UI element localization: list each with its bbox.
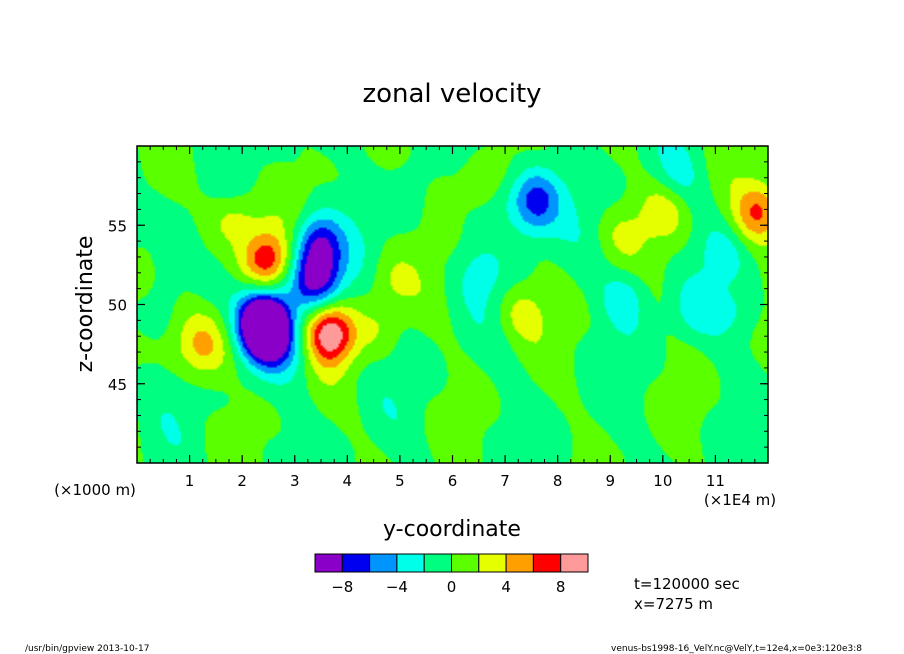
x-tick-label: 7 [500, 472, 510, 490]
plot-area [137, 146, 768, 463]
colorbar-swatch [396, 553, 425, 573]
y-tick-label: 50 [108, 297, 127, 315]
colorbar-swatch [423, 553, 453, 573]
colorbar-label: −4 [386, 578, 408, 596]
colorbar-swatch [341, 553, 371, 573]
x-axis-label: y-coordinate [383, 517, 521, 542]
colorbar-label: 4 [501, 578, 511, 596]
colorbar-label: 8 [556, 578, 566, 596]
colorbar-swatch [478, 553, 507, 573]
footer-left: /usr/bin/gpview 2013-10-17 [25, 644, 149, 654]
x-tick-label: 11 [706, 472, 725, 490]
footer-right: venus-bs1998-16_VelY.nc@VelY,t=12e4,x=0e… [611, 644, 862, 654]
x-tick-label: 5 [395, 472, 405, 490]
velocity-field [137, 146, 768, 463]
time-annotation: t=120000 sec [634, 575, 740, 593]
x-tick-label: 4 [343, 472, 353, 490]
x-tick-label: 1 [185, 472, 195, 490]
colorbar-swatch [532, 553, 562, 573]
colorbar-swatch [560, 553, 589, 573]
x-tick-label: 3 [290, 472, 300, 490]
x-tick-label: 9 [605, 472, 615, 490]
x-axis-multiplier: (×1E4 m) [704, 491, 776, 509]
colorbar-swatch [505, 553, 534, 573]
colorbar-label: 0 [447, 578, 457, 596]
colorbar-label: −8 [331, 578, 353, 596]
x-tick-label: 8 [553, 472, 563, 490]
colorbar: −8 −4 0 4 8 [314, 553, 589, 596]
y-axis-label: z-coordinate [73, 236, 98, 373]
position-annotation: x=7275 m [634, 595, 713, 613]
y-tick-label: 55 [108, 217, 127, 235]
y-axis-multiplier: (×1000 m) [54, 481, 136, 499]
chart-title: zonal velocity [362, 79, 541, 109]
colorbar-swatch [369, 553, 398, 573]
y-axis: 45 50 55 [108, 145, 768, 464]
x-tick-label: 2 [237, 472, 247, 490]
x-tick-label: 10 [653, 472, 672, 490]
x-tick-label: 6 [448, 472, 458, 490]
x-axis: 1 2 3 4 5 6 7 8 9 10 11 [136, 146, 769, 490]
y-tick-label: 45 [108, 376, 127, 394]
colorbar-swatch [314, 553, 343, 573]
colorbar-swatch [451, 553, 480, 573]
